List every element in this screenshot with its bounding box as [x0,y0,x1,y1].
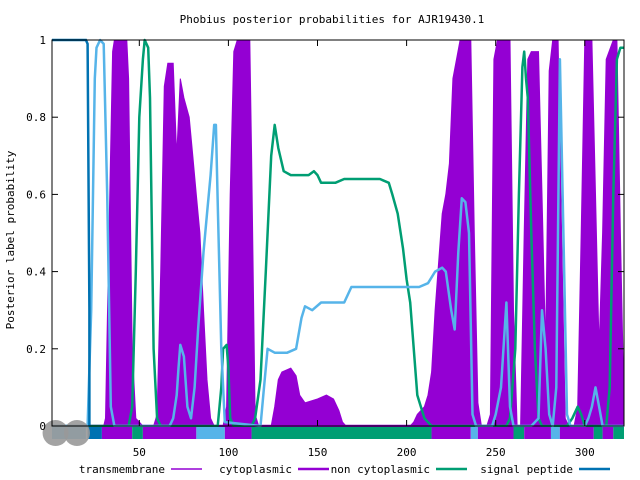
x-axis-ticks: 50 100 150 200 250 300 [133,40,595,459]
x-tick-label: 150 [308,446,328,459]
x-tick-label: 50 [133,446,146,459]
topology-segment [142,427,197,439]
topology-segment [559,427,594,439]
legend-label-cytoplasmic: cytoplasmic [219,463,292,476]
legend: transmembrane cytoplasmic non cytoplasmic s… [79,463,610,476]
y-tick-label: 0.8 [26,111,46,124]
topology-segment [87,427,102,439]
topology-segment [550,427,560,439]
topology-segment [593,427,603,439]
topology-segment [251,427,432,439]
x-tick-label: 200 [397,446,417,459]
topology-segment [602,427,614,439]
signal-peptide-boundary-line [52,38,91,426]
topology-segment [477,427,514,439]
x-tick-label: 250 [486,446,506,459]
topology-segment [431,427,471,439]
topology-segment [196,427,225,439]
chart-title: Phobius posterior probabilities for AJR1… [180,13,485,26]
topology-segment [101,427,133,439]
topology-segment [524,427,551,439]
legend-label-transmembrane: transmembrane [79,463,165,476]
topology-segment [470,427,478,439]
x-tick-label: 100 [218,446,238,459]
topology-segment [513,427,525,439]
y-tick-label: 0.4 [26,266,46,279]
legend-label-signal-peptide: signal peptide [480,463,573,476]
topology-segment [132,427,143,439]
y-axis-ticks: 0 0.2 0.4 0.6 0.8 1 [26,34,624,433]
topology-segment [224,427,252,439]
plot-frame [51,39,625,427]
topology-marker [63,420,90,446]
y-axis-label: Posterior label probability [4,150,17,329]
series-signal-peptide-line [52,38,624,428]
topology-segment [613,427,624,439]
y-tick-label: 1 [39,34,46,47]
x-tick-label: 300 [575,446,595,459]
topology-bar [42,420,624,446]
y-tick-label: 0.6 [26,188,46,201]
y-tick-label: 0 [39,420,46,433]
y-tick-label: 0.2 [26,343,46,356]
legend-label-non-cytoplasmic: non cytoplasmic [331,463,430,476]
